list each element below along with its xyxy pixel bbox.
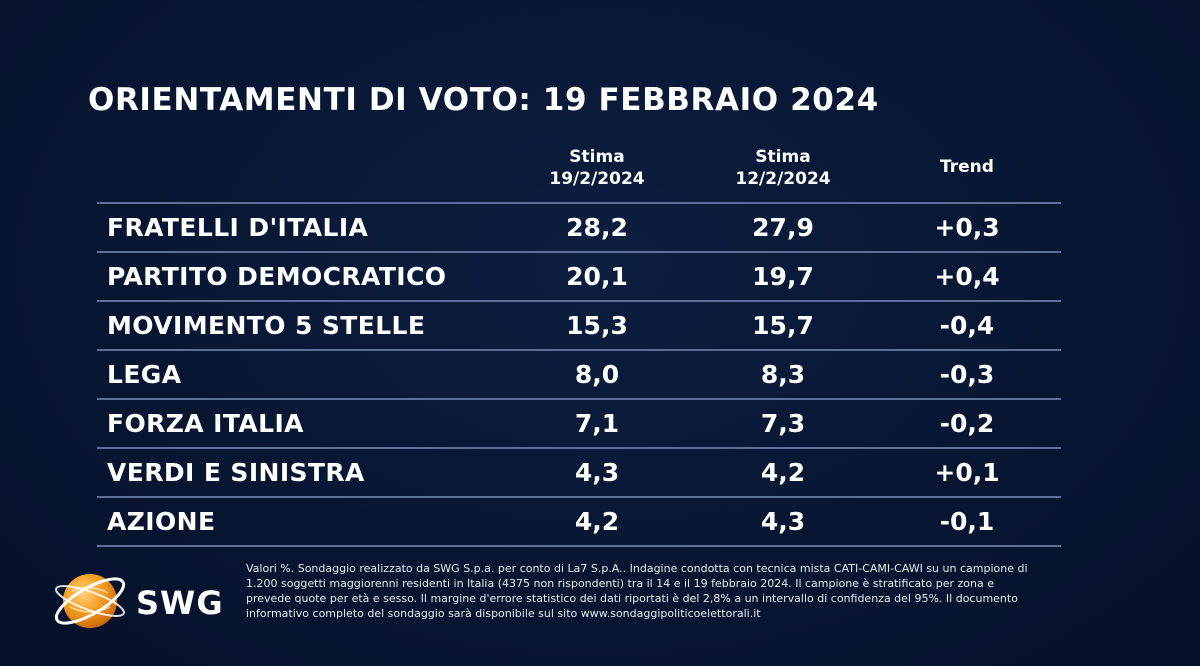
trend-value: +0,3 xyxy=(934,213,1000,242)
stima-19-2-value: 15,3 xyxy=(566,311,628,340)
table-row: MOVIMENTO 5 STELLE 15,3 15,7 -0,4 xyxy=(97,300,1061,349)
stima-19-2-value: 8,0 xyxy=(574,360,620,389)
trend-value: -0,4 xyxy=(939,311,995,340)
stima-12-2-value: 8,3 xyxy=(760,360,806,389)
column-header-stima-19-2: Stima 19/2/2024 xyxy=(522,146,672,190)
stima-19-2-value: 7,1 xyxy=(574,409,620,438)
party-name: PARTITO DEMOCRATICO xyxy=(107,262,447,291)
party-name: MOVIMENTO 5 STELLE xyxy=(107,311,426,340)
stima-19-2-value: 20,1 xyxy=(566,262,628,291)
party-name: LEGA xyxy=(107,360,182,389)
table-row: AZIONE 4,2 4,3 -0,1 xyxy=(97,496,1061,545)
table-row: LEGA 8,0 8,3 -0,3 xyxy=(97,349,1061,398)
methodology-note: Valori %. Sondaggio realizzato da SWG S.… xyxy=(246,562,1028,620)
stima-19-2-value: 28,2 xyxy=(566,213,628,242)
stima-12-2-value: 19,7 xyxy=(752,262,814,291)
column-header-line1: Trend xyxy=(940,157,994,177)
stima-12-2-value: 7,3 xyxy=(760,409,806,438)
party-name: FRATELLI D'ITALIA xyxy=(107,213,369,242)
trend-value: -0,1 xyxy=(939,507,995,536)
column-header-trend: Trend xyxy=(907,156,1027,178)
stima-19-2-value: 4,2 xyxy=(574,507,620,536)
stima-19-2-value: 4,3 xyxy=(574,458,620,487)
party-name: VERDI E SINISTRA xyxy=(107,458,365,487)
stima-12-2-value: 4,2 xyxy=(760,458,806,487)
table-header: Stima 19/2/2024 Stima 12/2/2024 Trend xyxy=(97,142,1061,202)
column-header-line1: Stima xyxy=(569,147,625,167)
trend-value: -0,2 xyxy=(939,409,995,438)
trend-value: +0,4 xyxy=(934,262,1000,291)
brand-name: SWG xyxy=(136,584,224,622)
column-header-stima-12-2: Stima 12/2/2024 xyxy=(708,146,858,190)
table-row: FRATELLI D'ITALIA 28,2 27,9 +0,3 xyxy=(97,202,1061,251)
party-name: AZIONE xyxy=(107,507,216,536)
table-row: VERDI E SINISTRA 4,3 4,2 +0,1 xyxy=(97,447,1061,496)
page-title: ORIENTAMENTI DI VOTO: 19 FEBBRAIO 2024 xyxy=(88,82,879,118)
column-header-line2: 19/2/2024 xyxy=(549,169,645,189)
stima-12-2-value: 4,3 xyxy=(760,507,806,536)
column-header-line2: 12/2/2024 xyxy=(735,169,831,189)
table-row: FORZA ITALIA 7,1 7,3 -0,2 xyxy=(97,398,1061,447)
trend-value: -0,3 xyxy=(939,360,995,389)
swg-globe-logo-icon xyxy=(54,574,126,628)
party-name: FORZA ITALIA xyxy=(107,409,304,438)
stima-12-2-value: 27,9 xyxy=(752,213,814,242)
column-header-line1: Stima xyxy=(755,147,811,167)
stima-12-2-value: 15,7 xyxy=(752,311,814,340)
table-row: PARTITO DEMOCRATICO 20,1 19,7 +0,4 xyxy=(97,251,1061,300)
poll-table: Stima 19/2/2024 Stima 12/2/2024 Trend FR… xyxy=(97,142,1061,547)
table-body: FRATELLI D'ITALIA 28,2 27,9 +0,3 PARTITO DEM… xyxy=(97,202,1061,547)
trend-value: +0,1 xyxy=(934,458,1000,487)
